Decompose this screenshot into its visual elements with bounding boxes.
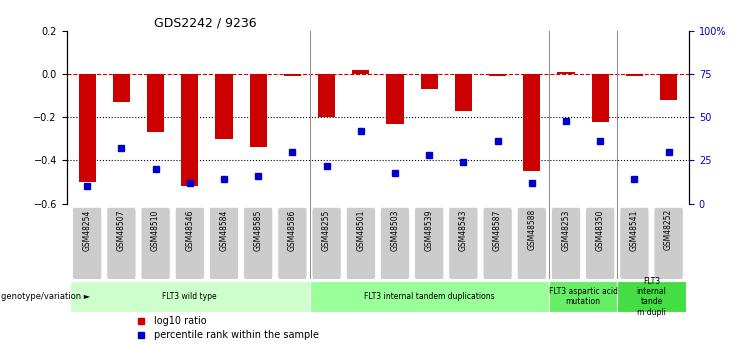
Bar bbox=[79, 74, 96, 182]
FancyBboxPatch shape bbox=[654, 207, 683, 279]
Text: GSM48507: GSM48507 bbox=[117, 209, 126, 251]
Bar bbox=[660, 74, 677, 100]
FancyBboxPatch shape bbox=[70, 281, 310, 312]
Bar bbox=[455, 74, 472, 111]
Text: GSM48587: GSM48587 bbox=[493, 209, 502, 250]
Bar bbox=[626, 74, 643, 76]
Text: GSM48546: GSM48546 bbox=[185, 209, 194, 251]
Bar bbox=[318, 74, 335, 117]
Text: GSM48501: GSM48501 bbox=[356, 209, 365, 250]
Text: GSM48539: GSM48539 bbox=[425, 209, 433, 251]
Text: genotype/variation ►: genotype/variation ► bbox=[1, 292, 90, 301]
FancyBboxPatch shape bbox=[244, 207, 273, 279]
Text: log10 ratio: log10 ratio bbox=[154, 316, 207, 326]
FancyBboxPatch shape bbox=[585, 207, 615, 279]
FancyBboxPatch shape bbox=[380, 207, 410, 279]
Text: GSM48510: GSM48510 bbox=[151, 209, 160, 250]
FancyBboxPatch shape bbox=[617, 281, 685, 312]
Bar bbox=[523, 74, 540, 171]
FancyBboxPatch shape bbox=[449, 207, 478, 279]
FancyBboxPatch shape bbox=[551, 207, 580, 279]
Text: GSM48350: GSM48350 bbox=[596, 209, 605, 251]
FancyBboxPatch shape bbox=[107, 207, 136, 279]
Bar bbox=[250, 74, 267, 148]
Text: FLT3 aspartic acid
mutation: FLT3 aspartic acid mutation bbox=[548, 287, 617, 306]
Text: GSM48255: GSM48255 bbox=[322, 209, 331, 250]
Bar bbox=[216, 74, 233, 139]
Text: GSM48254: GSM48254 bbox=[83, 209, 92, 250]
Text: GDS2242 / 9236: GDS2242 / 9236 bbox=[154, 17, 256, 30]
FancyBboxPatch shape bbox=[415, 207, 444, 279]
Bar bbox=[113, 74, 130, 102]
Text: GSM48252: GSM48252 bbox=[664, 209, 673, 250]
Text: FLT3 wild type: FLT3 wild type bbox=[162, 292, 217, 301]
Bar bbox=[147, 74, 165, 132]
FancyBboxPatch shape bbox=[73, 207, 102, 279]
Text: GSM48503: GSM48503 bbox=[391, 209, 399, 251]
Text: GSM48253: GSM48253 bbox=[562, 209, 571, 250]
Text: percentile rank within the sample: percentile rank within the sample bbox=[154, 330, 319, 339]
FancyBboxPatch shape bbox=[210, 207, 239, 279]
Bar bbox=[352, 70, 369, 74]
Text: GSM48584: GSM48584 bbox=[219, 209, 228, 250]
FancyBboxPatch shape bbox=[278, 207, 307, 279]
Bar bbox=[489, 74, 506, 76]
Bar bbox=[591, 74, 609, 122]
Text: GSM48543: GSM48543 bbox=[459, 209, 468, 251]
Bar bbox=[284, 74, 301, 76]
Text: GSM48585: GSM48585 bbox=[253, 209, 263, 250]
Text: FLT3
internal
tande
m dupli: FLT3 internal tande m dupli bbox=[637, 277, 666, 317]
FancyBboxPatch shape bbox=[346, 207, 376, 279]
Text: GSM48586: GSM48586 bbox=[288, 209, 297, 250]
FancyBboxPatch shape bbox=[141, 207, 170, 279]
FancyBboxPatch shape bbox=[176, 207, 205, 279]
Bar bbox=[557, 72, 574, 74]
FancyBboxPatch shape bbox=[312, 207, 341, 279]
Bar bbox=[421, 74, 438, 89]
Text: GSM48541: GSM48541 bbox=[630, 209, 639, 250]
FancyBboxPatch shape bbox=[310, 281, 549, 312]
Text: FLT3 internal tandem duplications: FLT3 internal tandem duplications bbox=[364, 292, 494, 301]
FancyBboxPatch shape bbox=[549, 281, 617, 312]
FancyBboxPatch shape bbox=[483, 207, 512, 279]
Text: GSM48588: GSM48588 bbox=[528, 209, 536, 250]
Bar bbox=[387, 74, 404, 124]
Bar bbox=[182, 74, 199, 186]
FancyBboxPatch shape bbox=[620, 207, 649, 279]
FancyBboxPatch shape bbox=[517, 207, 546, 279]
